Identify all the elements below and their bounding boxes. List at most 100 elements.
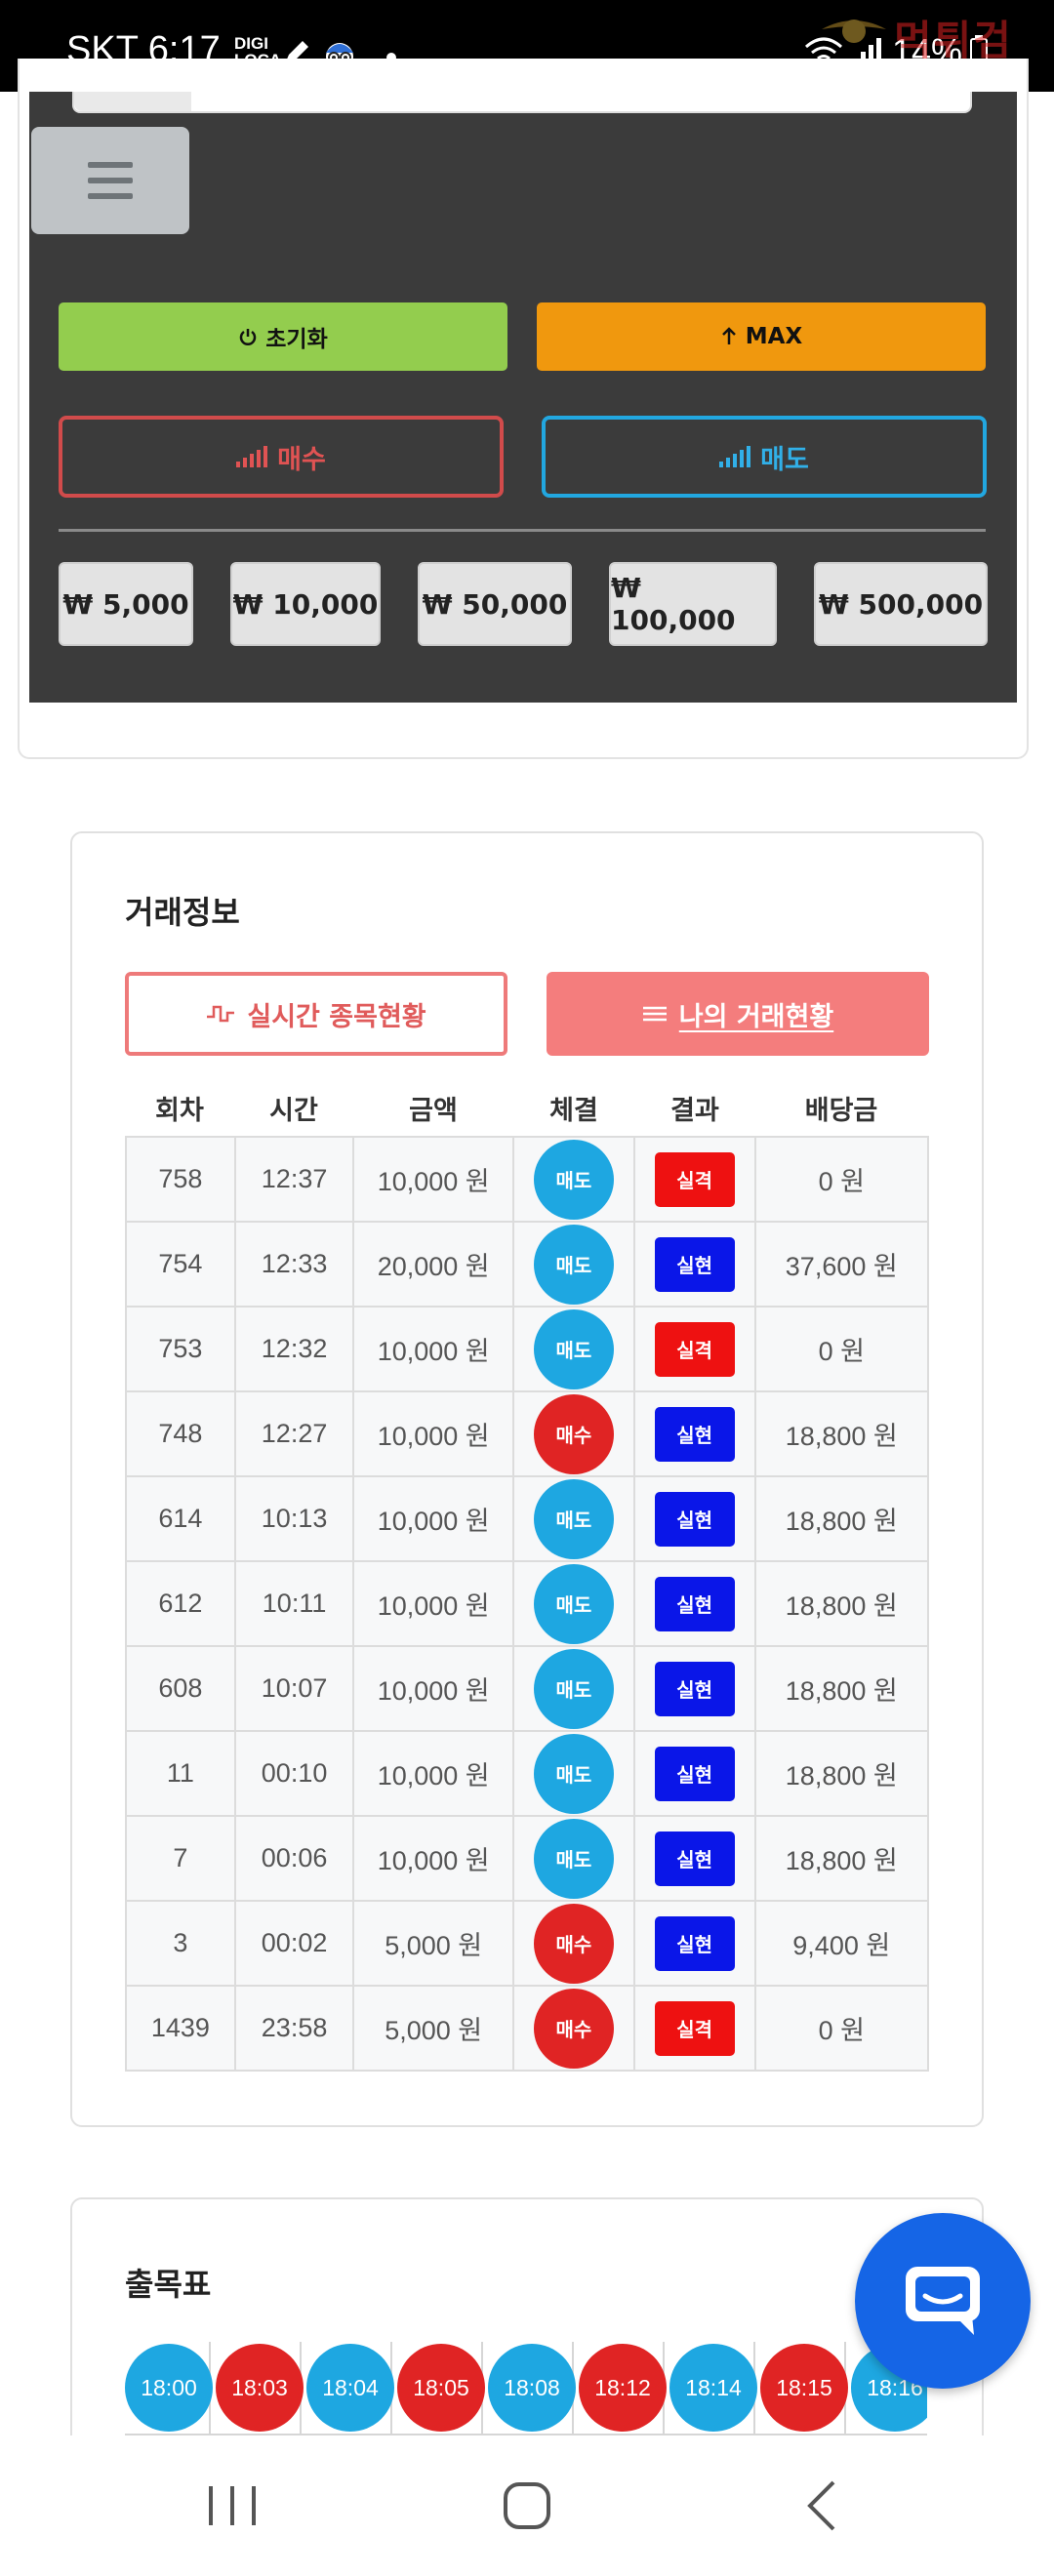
cell-amount: 5,000 원: [352, 1985, 514, 2072]
cell-amount: 20,000 원: [352, 1221, 514, 1308]
cell-result: 실현: [632, 1560, 756, 1647]
reset-button[interactable]: 초기화: [59, 302, 507, 371]
output-table-title: 출목표: [125, 2266, 212, 2303]
trade-info-title: 거래정보: [125, 894, 240, 931]
output-time-badge: 18:08: [488, 2344, 576, 2432]
result-badge: 실현: [654, 1236, 735, 1292]
cell-amount: 10,000 원: [352, 1475, 514, 1562]
side-badge: 매도: [533, 1224, 614, 1305]
chat-bubble-icon: [906, 2267, 980, 2335]
tab-realtime-status[interactable]: 실시간 종목현황: [125, 972, 507, 1056]
col-time: 시간: [269, 1096, 318, 1126]
output-time-badge: 18:00: [125, 2344, 213, 2432]
side-badge: 매수: [533, 1903, 614, 1984]
cell-result: 실현: [632, 1900, 756, 1987]
sell-button[interactable]: 매도: [542, 416, 987, 498]
cell-execution: 매수: [511, 1985, 635, 2072]
col-payout: 배당금: [804, 1096, 878, 1126]
col-round: 회차: [155, 1096, 204, 1126]
cell-amount: 10,000 원: [352, 1390, 514, 1477]
cell-amount: 10,000 원: [352, 1136, 514, 1223]
table-row: 1439 23:58 5,000 원 매수 실격 0 원: [125, 1985, 929, 2072]
notification-dot: [386, 53, 396, 62]
amount-100000-button[interactable]: ₩ 100,000: [609, 562, 777, 646]
cell-result: 실격: [632, 1136, 756, 1223]
watermark-logo: 먹튀검증: [816, 2, 1050, 123]
panel-divider: [59, 529, 986, 532]
home-icon[interactable]: [488, 2475, 566, 2537]
cell-amount: 10,000 원: [352, 1815, 514, 1902]
cell-execution: 매도: [511, 1730, 635, 1817]
cell-result: 실현: [632, 1645, 756, 1732]
cell-round: 754: [125, 1221, 236, 1308]
lines-icon: [642, 1006, 667, 1022]
cell-result: 실현: [632, 1390, 756, 1477]
recent-apps-icon[interactable]: [193, 2475, 271, 2537]
side-badge: 매도: [533, 1139, 614, 1220]
tab-my-trades[interactable]: 나의 거래현황: [547, 972, 929, 1056]
result-badge: 실현: [654, 1576, 735, 1631]
result-badge: 실현: [654, 1661, 735, 1716]
back-icon[interactable]: [783, 2475, 861, 2537]
output-cell: 18:03: [212, 2342, 304, 2434]
output-cell: 18:14: [666, 2342, 757, 2434]
cell-time: 00:06: [233, 1815, 355, 1902]
cell-payout: 18,800 원: [753, 1560, 929, 1647]
cell-round: 608: [125, 1645, 236, 1732]
result-badge: 실현: [654, 1406, 735, 1462]
result-badge: 실현: [654, 1915, 735, 1971]
cell-payout: 9,400 원: [753, 1900, 929, 1987]
cell-round: 753: [125, 1306, 236, 1392]
amount-input[interactable]: [72, 92, 972, 113]
cell-payout: 18,800 원: [753, 1645, 929, 1732]
output-cell: 18:08: [484, 2342, 576, 2434]
cell-amount: 10,000 원: [352, 1645, 514, 1732]
table-row: 7 00:06 10,000 원 매도 실현 18,800 원: [125, 1815, 929, 1902]
cell-result: 실격: [632, 1306, 756, 1392]
cell-round: 748: [125, 1390, 236, 1477]
output-time-badge: 18:04: [306, 2344, 394, 2432]
output-time-badge: 18:14: [669, 2344, 757, 2432]
cell-amount: 5,000 원: [352, 1900, 514, 1987]
cell-time: 12:27: [233, 1390, 355, 1477]
table-row: 3 00:02 5,000 원 매수 실현 9,400 원: [125, 1900, 929, 1987]
cell-execution: 매도: [511, 1475, 635, 1562]
col-execution: 체결: [549, 1096, 598, 1126]
output-table-row: 18:00 18:03 18:04 18:05 18:08 18:12 18:14 18:15…: [125, 2342, 927, 2434]
menu-button[interactable]: [31, 127, 189, 234]
cell-time: 10:07: [233, 1645, 355, 1732]
output-time-badge: 18:12: [579, 2344, 667, 2432]
cell-payout: 0 원: [753, 1985, 929, 2072]
cell-execution: 매도: [511, 1136, 635, 1223]
result-badge: 실격: [654, 2000, 735, 2056]
output-time-badge: 18:03: [216, 2344, 304, 2432]
table-row: 758 12:37 10,000 원 매도 실격 0 원: [125, 1136, 929, 1223]
table-row: 612 10:11 10,000 원 매도 실현 18,800 원: [125, 1560, 929, 1647]
cell-execution: 매수: [511, 1900, 635, 1987]
cell-amount: 10,000 원: [352, 1730, 514, 1817]
amount-10000-button[interactable]: ₩ 10,000: [230, 562, 381, 646]
android-nav-bar: [0, 2435, 1054, 2576]
cell-payout: 18,800 원: [753, 1730, 929, 1817]
output-table-divider: [125, 2434, 927, 2435]
table-row: 753 12:32 10,000 원 매도 실격 0 원: [125, 1306, 929, 1392]
buy-button[interactable]: 매수: [59, 416, 504, 498]
cell-amount: 10,000 원: [352, 1560, 514, 1647]
cell-round: 612: [125, 1560, 236, 1647]
amount-50000-button[interactable]: ₩ 50,000: [418, 562, 572, 646]
arrow-up-icon: [721, 327, 736, 344]
cell-round: 11: [125, 1730, 236, 1817]
output-time-badge: 18:15: [760, 2344, 848, 2432]
result-badge: 실현: [654, 1491, 735, 1547]
amount-500000-button[interactable]: ₩ 500,000: [814, 562, 988, 646]
cell-result: 실격: [632, 1985, 756, 2072]
cell-time: 12:37: [233, 1136, 355, 1223]
side-badge: 매도: [533, 1648, 614, 1729]
max-button[interactable]: MAX: [537, 302, 986, 371]
output-cell: 18:12: [575, 2342, 667, 2434]
amount-5000-button[interactable]: ₩ 5,000: [59, 562, 193, 646]
cell-time: 10:13: [233, 1475, 355, 1562]
result-badge: 실격: [654, 1151, 735, 1207]
chat-button[interactable]: [855, 2213, 1031, 2389]
table-row: 748 12:27 10,000 원 매수 실현 18,800 원: [125, 1390, 929, 1477]
